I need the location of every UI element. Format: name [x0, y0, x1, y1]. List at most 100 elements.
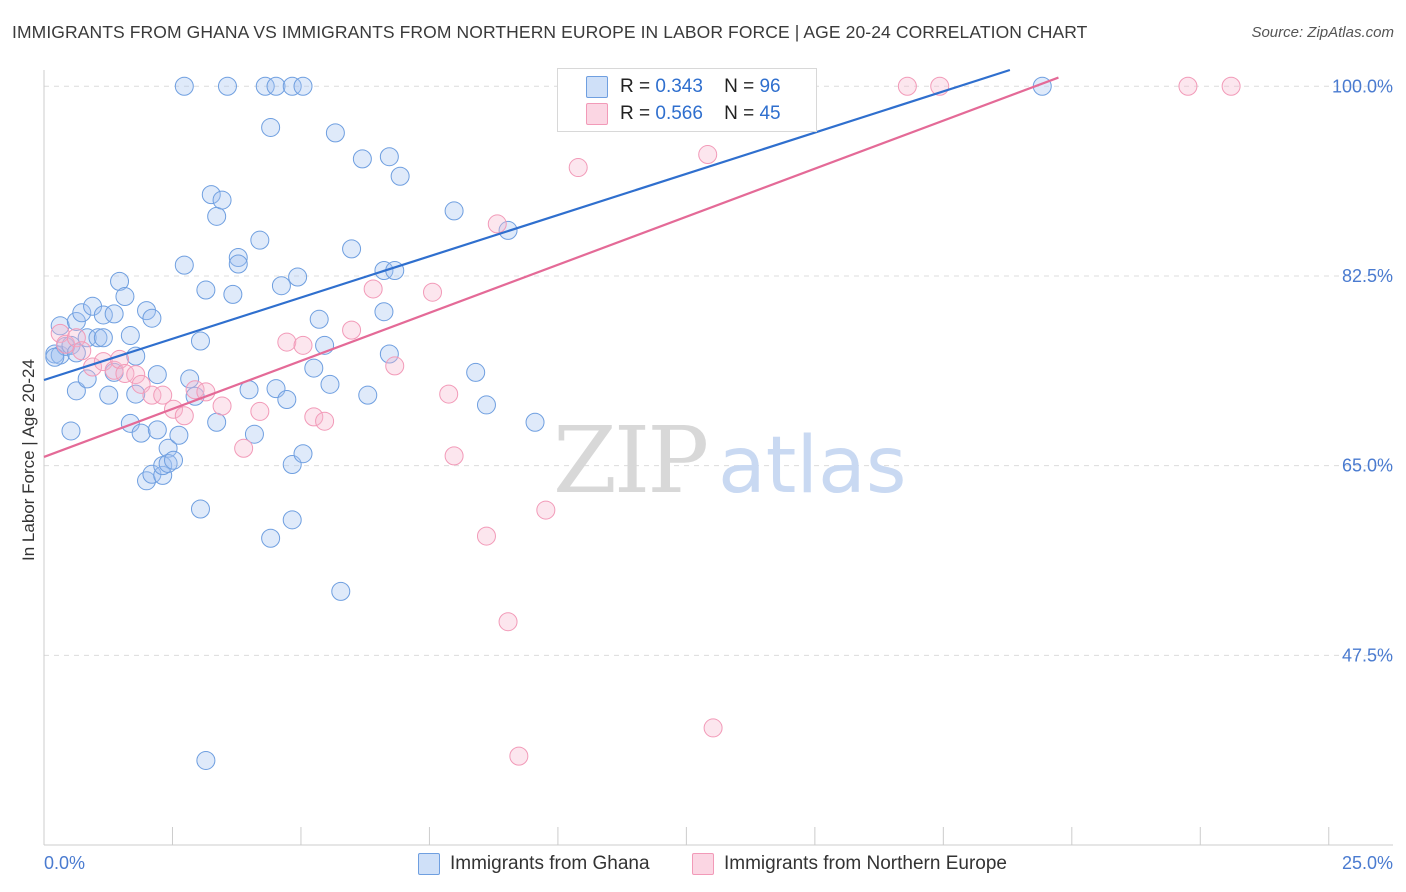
point-ghana [271, 276, 291, 296]
point-northern-europe [363, 279, 383, 299]
n-value-ghana: 96 [759, 76, 781, 97]
point-northern-europe [385, 356, 405, 376]
point-ghana [444, 201, 464, 221]
point-ghana [282, 76, 302, 96]
point-ghana [169, 425, 189, 445]
axes [43, 70, 1393, 846]
r-value-northern-europe: 0.566 [655, 103, 703, 124]
y-tick-label: 100.0% [1332, 76, 1393, 96]
point-northern-europe [1178, 76, 1198, 96]
point-northern-europe [444, 446, 464, 466]
point-northern-europe [126, 365, 146, 385]
point-ghana [174, 76, 194, 96]
point-ghana [325, 123, 345, 143]
point-northern-europe [50, 323, 70, 343]
point-ghana [466, 362, 486, 382]
legend-text-northern-europe: R = 0.566 N = 45 [620, 103, 781, 124]
point-ghana [277, 390, 297, 410]
point-ghana [190, 331, 210, 351]
point-northern-europe [536, 500, 556, 520]
point-ghana [115, 287, 135, 307]
point-ghana [390, 166, 410, 186]
point-northern-europe [423, 282, 443, 302]
point-northern-europe [897, 76, 917, 96]
point-ghana [244, 424, 264, 444]
point-ghana [104, 304, 124, 324]
point-ghana [147, 420, 167, 440]
point-ghana [126, 384, 146, 404]
point-ghana [228, 248, 248, 268]
point-ghana [525, 412, 545, 432]
chart-title: IMMIGRANTS FROM GHANA VS IMMIGRANTS FROM… [12, 22, 1088, 42]
point-ghana [201, 185, 221, 205]
point-ghana [72, 303, 92, 323]
point-ghana [288, 267, 308, 287]
point-ghana [476, 395, 496, 415]
series-label-ghana: Immigrants from Ghana [450, 853, 650, 874]
point-ghana [255, 76, 275, 96]
point-ghana [77, 369, 97, 389]
point-ghana [120, 326, 140, 346]
point-northern-europe [487, 214, 507, 234]
point-ghana [379, 344, 399, 364]
watermark-atlas: atlas [718, 421, 907, 511]
trend-line-ghana [43, 68, 1011, 382]
point-ghana [342, 239, 362, 259]
point-ghana [66, 381, 86, 401]
x-tick-label-max: 25.0% [1342, 853, 1393, 873]
point-ghana [320, 374, 340, 394]
stats-legend: R = 0.343 N = 96 R = 0.566 N = 45 [557, 68, 817, 132]
point-ghana [99, 385, 119, 405]
point-ghana [261, 117, 281, 137]
point-ghana [282, 510, 302, 530]
point-ghana [207, 206, 227, 226]
source-credit: Source: ZipAtlas.com [1251, 24, 1394, 41]
point-northern-europe [234, 438, 254, 458]
x-tick-label-min: 0.0% [44, 853, 85, 873]
series-label-northern-europe: Immigrants from Northern Europe [724, 853, 1007, 874]
point-ghana [174, 255, 194, 275]
point-ghana [352, 149, 372, 169]
point-ghana [142, 308, 162, 328]
r-value-ghana: 0.343 [655, 76, 703, 97]
point-northern-europe [174, 406, 194, 426]
point-ghana [293, 76, 313, 96]
point-northern-europe [277, 332, 297, 352]
trend-line-northern-europe [43, 76, 1059, 458]
point-ghana [158, 453, 178, 473]
point-ghana [110, 271, 130, 291]
legend-swatch-ghana [586, 76, 608, 98]
point-ghana [207, 412, 227, 432]
point-ghana [250, 230, 270, 250]
y-tick-label: 65.0% [1342, 456, 1393, 476]
point-ghana [147, 365, 167, 385]
point-ghana [88, 328, 108, 348]
point-ghana [158, 438, 178, 458]
point-ghana [50, 316, 70, 336]
point-northern-europe [72, 341, 92, 361]
point-ghana [374, 302, 394, 322]
point-ghana [331, 581, 351, 601]
point-northern-europe [56, 334, 76, 354]
y-axis-label: In Labor Force | Age 20-24 [19, 359, 38, 561]
point-ghana [131, 423, 151, 443]
point-northern-europe [104, 360, 124, 380]
point-ghana [261, 528, 281, 548]
point-ghana [120, 413, 140, 433]
y-tick-label: 82.5% [1342, 266, 1393, 286]
gridlines [44, 85, 1393, 656]
point-northern-europe [509, 746, 529, 766]
y-tick-labels: 100.0% 82.5% 65.0% 47.5% [1332, 76, 1393, 665]
point-ghana [190, 499, 210, 519]
trend-lines [43, 68, 1059, 458]
point-northern-europe [315, 411, 335, 431]
point-northern-europe [342, 320, 362, 340]
point-ghana [358, 385, 378, 405]
point-ghana [223, 284, 243, 304]
y-tick-label: 47.5% [1342, 645, 1393, 665]
series-legend-northern-europe: Immigrants from Northern Europe [692, 852, 1007, 876]
point-northern-europe [476, 526, 496, 546]
point-ghana [304, 358, 324, 378]
point-northern-europe [439, 384, 459, 404]
